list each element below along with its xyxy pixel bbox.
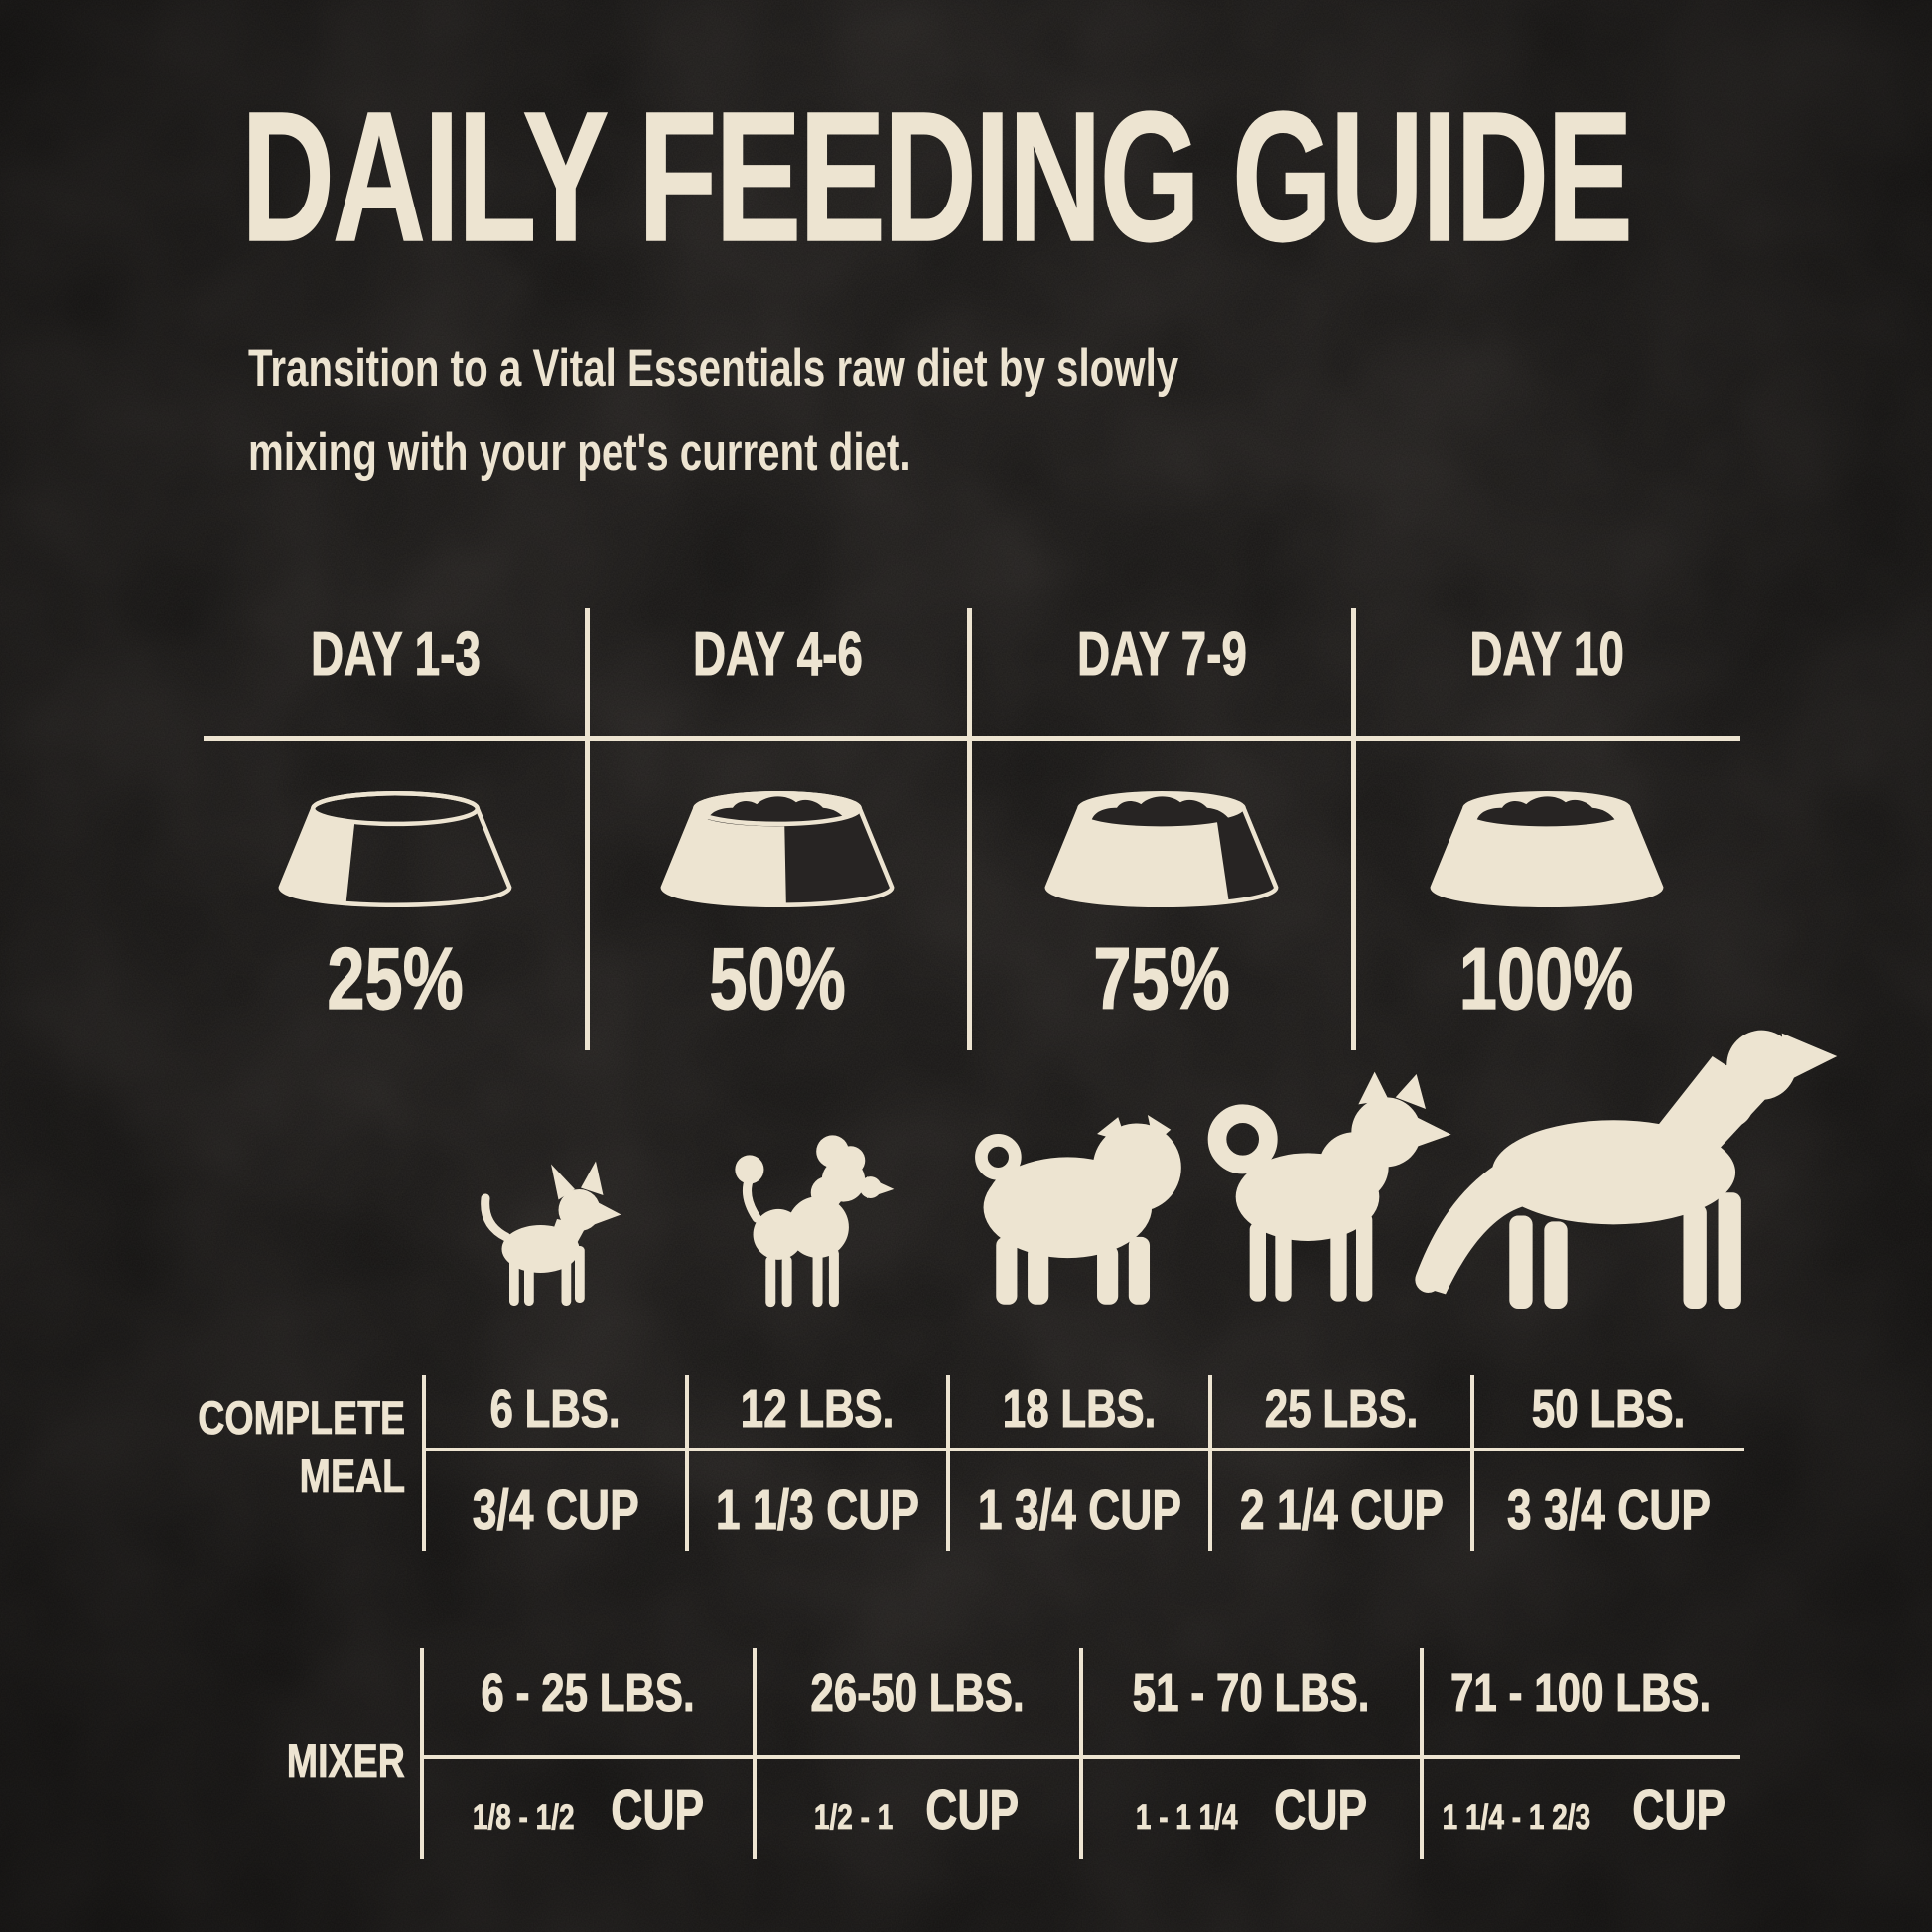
dog-silhouette-retriever-icon xyxy=(1415,1030,1838,1309)
dog-silhouette-chihuahua-icon xyxy=(481,1161,621,1306)
subtitle-line-2: mixing with your pet's current diet. xyxy=(248,423,911,482)
percent-label-4: 100% xyxy=(1459,928,1634,1028)
mixer-cups-3: 1 - 1 1/4 CUP xyxy=(1135,1778,1367,1843)
mixer-weight-3: 51 - 70 LBS. xyxy=(1133,1663,1371,1724)
meal-cups-5: 3 3/4 CUP xyxy=(1506,1478,1711,1543)
meal-divider-3 xyxy=(946,1375,950,1551)
transition-rule xyxy=(204,736,1740,741)
subtitle: Transition to a Vital Essentials raw die… xyxy=(248,328,1472,494)
meal-weight-2: 12 LBS. xyxy=(741,1379,895,1440)
dog-silhouette-pug-icon xyxy=(975,1114,1181,1305)
bowl-25-filled-icon xyxy=(278,791,512,908)
mixer-divider-2 xyxy=(753,1648,757,1859)
meal-weight-5: 50 LBS. xyxy=(1531,1379,1686,1440)
day-header-3: DAY 7-9 xyxy=(1076,620,1247,689)
day-header-1: DAY 1-3 xyxy=(310,620,481,689)
meal-cups-3: 1 3/4 CUP xyxy=(977,1478,1181,1543)
meal-divider-4 xyxy=(1208,1375,1212,1551)
meal-divider-1 xyxy=(422,1375,426,1551)
mixer-divider-3 xyxy=(1079,1648,1083,1859)
bowl-75-filled-icon xyxy=(1044,791,1279,908)
meal-divider-5 xyxy=(1470,1375,1474,1551)
transition-divider-3 xyxy=(1351,608,1356,1050)
bowl-100-filled-icon xyxy=(1430,791,1664,908)
meal-weight-1: 6 LBS. xyxy=(489,1379,621,1440)
mixer-weight-4: 71 - 100 LBS. xyxy=(1450,1663,1712,1724)
bowl-50-filled-icon xyxy=(660,791,895,908)
complete-meal-label: COMPLETE MEAL xyxy=(198,1391,406,1503)
mixer-label: MIXER xyxy=(286,1734,406,1788)
meal-cups-2: 1 1/3 CUP xyxy=(715,1478,920,1543)
day-header-4: DAY 10 xyxy=(1469,620,1624,689)
subtitle-line-1: Transition to a Vital Essentials raw die… xyxy=(248,340,1179,398)
day-header-2: DAY 4-6 xyxy=(693,620,864,689)
dog-silhouette-poodle-icon xyxy=(735,1135,895,1308)
page-title: DAILY FEEDING GUIDE xyxy=(240,74,1932,280)
mixer-cups-4: 1 1/4 - 1 2/3 CUP xyxy=(1442,1778,1725,1843)
meal-weight-3: 18 LBS. xyxy=(1002,1379,1157,1440)
page-title-text: DAILY FEEDING GUIDE xyxy=(240,74,1633,280)
mixer-weight-2: 26-50 LBS. xyxy=(810,1663,1026,1724)
meal-weight-4: 25 LBS. xyxy=(1264,1379,1419,1440)
transition-divider-2 xyxy=(967,608,972,1050)
mixer-weight-1: 6 - 25 LBS. xyxy=(481,1663,696,1724)
mixer-cups-2: 1/2 - 1 CUP xyxy=(813,1778,1020,1843)
meal-rule xyxy=(424,1448,1744,1451)
transition-divider-1 xyxy=(585,608,590,1050)
percent-label-1: 25% xyxy=(327,928,464,1028)
meal-cups-4: 2 1/4 CUP xyxy=(1239,1478,1444,1543)
meal-cups-1: 3/4 CUP xyxy=(472,1478,639,1543)
dog-silhouette-shiba-inu-icon xyxy=(1207,1071,1451,1302)
mixer-divider-1 xyxy=(420,1648,424,1859)
mixer-divider-4 xyxy=(1420,1648,1424,1859)
mixer-rule xyxy=(422,1755,1740,1759)
meal-divider-2 xyxy=(685,1375,689,1551)
mixer-cups-1: 1/8 - 1/2 CUP xyxy=(472,1778,704,1843)
percent-label-3: 75% xyxy=(1093,928,1230,1028)
percent-label-2: 50% xyxy=(709,928,847,1028)
